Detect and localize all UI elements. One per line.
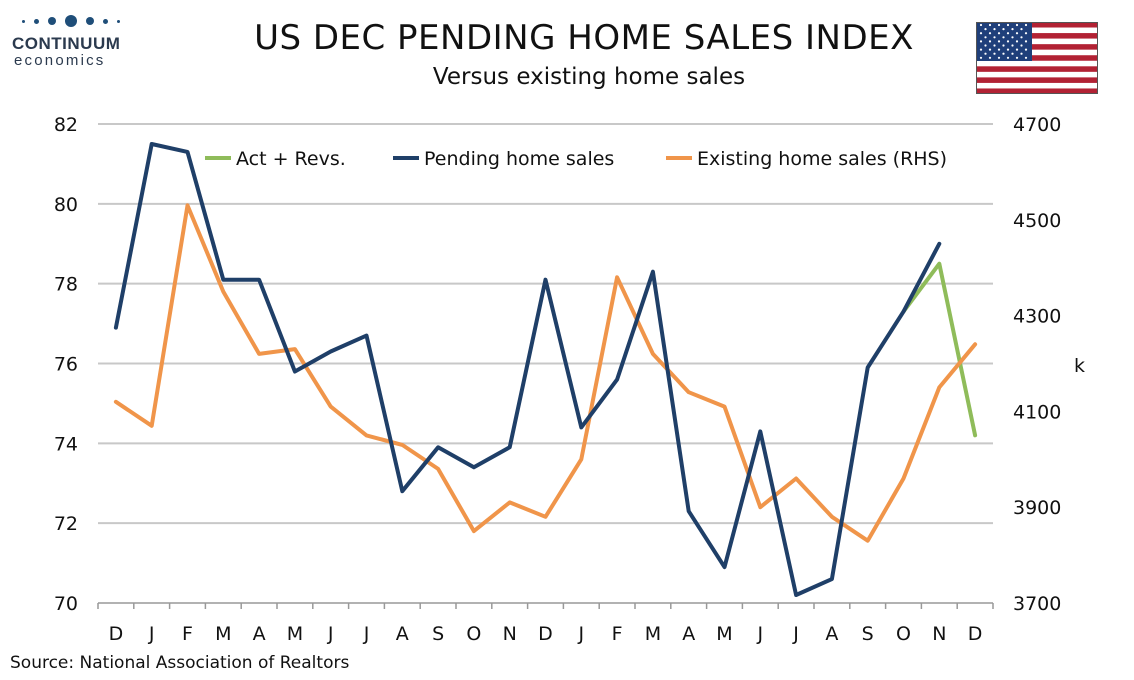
x-tick-label: M <box>287 623 303 645</box>
legend-label: Pending home sales <box>424 148 614 170</box>
legend-label: Existing home sales (RHS) <box>697 148 947 170</box>
x-tick-label: F <box>612 623 623 645</box>
x-tick-label: N <box>503 623 517 645</box>
series <box>113 142 978 597</box>
y-left-tick-label: 74 <box>54 433 78 455</box>
x-tick-label: A <box>682 623 695 645</box>
y-right-tick-label: 4300 <box>1013 306 1061 328</box>
x-tick-label: M <box>716 623 732 645</box>
x-tick-label: A <box>253 623 266 645</box>
x-tick-label: J <box>792 623 799 645</box>
source-note: Source: National Association of Realtors <box>10 653 350 673</box>
legend-label: Act + Revs. <box>236 148 346 170</box>
x-tick-label: J <box>327 623 334 645</box>
x-tick-label: D <box>109 623 124 645</box>
y-right-tick-label: 4700 <box>1013 114 1061 136</box>
axes: 70 72 74 76 78 80 82 3700 3900 4100 4300 4500 4700 k D… <box>54 114 1085 645</box>
x-tick-label: D <box>968 623 983 645</box>
x-tick-label: O <box>466 623 481 645</box>
x-tick-label: M <box>215 623 231 645</box>
series-line-1 <box>113 142 942 597</box>
logo: CONTINUUM economics <box>12 14 142 69</box>
x-tick-label: J <box>363 623 370 645</box>
series-line-2 <box>113 203 978 543</box>
y-left-tick-label: 72 <box>54 513 78 535</box>
legend: Act + Revs. Pending home sales Existing ho… <box>205 148 947 170</box>
x-tick-label: M <box>645 623 661 645</box>
logo-name: CONTINUUM <box>12 34 121 53</box>
x-tick-label: D <box>538 623 553 645</box>
x-tick-label: N <box>932 623 946 645</box>
series-line-0 <box>901 261 978 438</box>
y-left-tick-label: 70 <box>54 593 78 615</box>
x-tick-label: S <box>432 623 444 645</box>
y-right-tick-label: 3700 <box>1013 593 1061 615</box>
x-tick-label: F <box>182 623 193 645</box>
y-left-tick-label: 80 <box>54 194 78 216</box>
y-right-axis-label: k <box>1074 355 1085 377</box>
y-left-tick-label: 78 <box>54 274 78 296</box>
x-tick-label: O <box>896 623 911 645</box>
x-tick-label: A <box>396 623 409 645</box>
x-tick-label: J <box>577 623 584 645</box>
us-flag-icon <box>976 22 1098 94</box>
x-tick-label: J <box>148 623 155 645</box>
x-tick-label: J <box>756 623 763 645</box>
logo-dots-icon <box>22 14 142 28</box>
y-right-tick-label: 4100 <box>1013 401 1061 423</box>
page-title: US DEC PENDING HOME SALES INDEX <box>254 18 914 58</box>
y-left-tick-label: 76 <box>54 354 78 376</box>
gridlines <box>98 123 993 525</box>
x-tick-label: A <box>825 623 838 645</box>
y-left-tick-label: 82 <box>54 114 78 136</box>
logo-tagline: economics <box>14 52 106 69</box>
x-tick-label: S <box>862 623 874 645</box>
page-subtitle: Versus existing home sales <box>432 64 746 90</box>
y-right-tick-label: 4500 <box>1013 210 1061 232</box>
y-right-tick-label: 3900 <box>1013 497 1061 519</box>
